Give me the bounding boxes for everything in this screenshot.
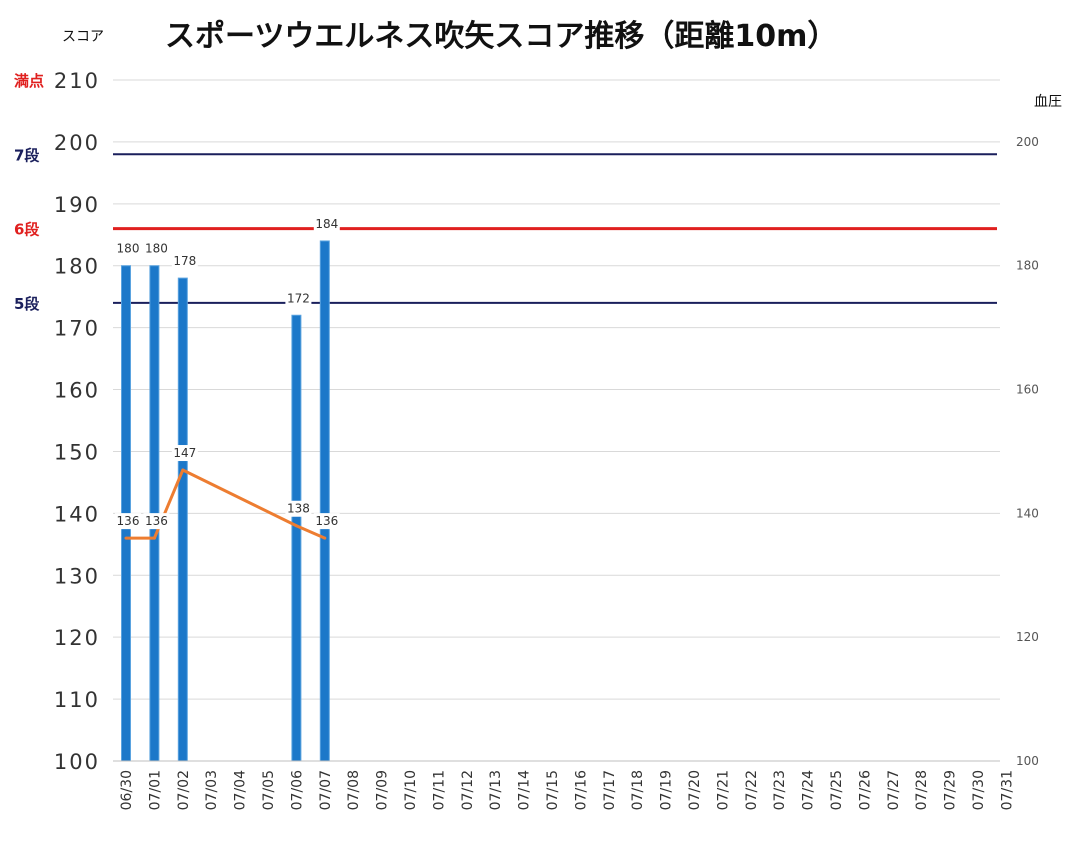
data-label-bg [285, 290, 312, 307]
x-tick-label: 07/21 [715, 770, 731, 810]
x-tick-label: 07/04 [233, 770, 249, 810]
data-label-bg [313, 513, 340, 530]
y-tick-left: 100 [54, 750, 100, 774]
data-label-bg [143, 513, 170, 530]
x-tick-label: 07/07 [318, 770, 334, 810]
x-tick-label: 07/30 [971, 770, 987, 810]
x-tick-label: 07/26 [857, 770, 873, 810]
data-label-bg [143, 240, 170, 257]
bp-point [181, 468, 185, 472]
x-tick-label: 07/05 [261, 770, 277, 810]
x-tick-label: 07/08 [346, 770, 362, 810]
data-label: 178 [173, 254, 196, 268]
bar [319, 240, 330, 762]
y-tick-right: 180 [1016, 259, 1039, 273]
bar [177, 277, 188, 762]
x-tick-label: 07/09 [375, 770, 391, 810]
data-label: 172 [287, 291, 310, 305]
bp-point [152, 536, 156, 540]
x-tick-label: 07/16 [573, 770, 589, 810]
x-tick-label: 07/06 [289, 770, 305, 810]
bp-point [294, 524, 298, 528]
x-tick-label: 07/17 [602, 770, 618, 810]
data-label-bg [115, 513, 141, 530]
data-label-bg [171, 445, 198, 462]
y-tick-left: 190 [54, 193, 100, 217]
data-label: 136 [117, 514, 140, 528]
y-tick-left: 210 [54, 69, 100, 93]
x-tick-label: 07/18 [630, 770, 646, 810]
y-tick-left: 200 [54, 131, 100, 155]
y-axis-left-label: スコア [62, 29, 104, 45]
reference-label: 満点 [14, 72, 44, 90]
x-tick-label: 07/20 [687, 770, 703, 810]
reference-lines: 満点 7段 6段 5段 [14, 72, 997, 313]
x-tick-label: 07/02 [176, 770, 192, 810]
x-tick-label: 07/03 [204, 770, 220, 810]
y-tick-right: 160 [1016, 383, 1039, 397]
bar [291, 314, 302, 762]
x-tick-label: 07/01 [147, 770, 163, 810]
x-tick-label: 07/14 [517, 770, 533, 810]
y-tick-right: 140 [1016, 506, 1039, 520]
data-label: 147 [173, 446, 196, 460]
y-tick-right: 200 [1016, 135, 1039, 149]
y-tick-left: 140 [54, 502, 100, 526]
x-tick-label: 07/19 [659, 770, 675, 810]
y-tick-left: 120 [54, 626, 100, 650]
y-tick-left: 170 [54, 317, 100, 341]
line-series [124, 468, 327, 540]
x-tick-label: 07/27 [886, 770, 902, 810]
y-tick-left: 180 [54, 255, 100, 279]
data-label-bg [171, 253, 198, 270]
y-tick-left: 160 [54, 379, 100, 403]
gridlines [113, 79, 1000, 762]
y-tick-right: 100 [1016, 754, 1039, 768]
data-label: 136 [145, 514, 168, 528]
x-tick-label: 06/30 [119, 770, 135, 810]
x-tick-label: 07/13 [488, 770, 504, 810]
x-tick-label: 07/12 [460, 770, 476, 810]
chart-title: スポーツウエルネス吹矢スコア推移（距離10m） [165, 19, 837, 54]
x-tick-label: 07/29 [943, 770, 959, 810]
y-tick-left: 110 [54, 688, 100, 712]
bp-point [323, 536, 327, 540]
x-tick-label: 07/15 [545, 770, 561, 810]
x-tick-label: 07/11 [431, 770, 447, 810]
y-tick-right: 120 [1016, 630, 1039, 644]
data-labels: 180 180 178 172 184 136 136 147 138 136 [115, 215, 340, 530]
y-tick-left: 150 [54, 440, 100, 464]
x-tick-label: 07/25 [829, 770, 845, 810]
data-label: 136 [315, 514, 338, 528]
bp-point [124, 536, 128, 540]
reference-label: 7段 [14, 146, 39, 164]
x-tick-label: 07/31 [999, 770, 1015, 810]
data-label: 180 [117, 242, 140, 256]
x-tick-label: 07/22 [744, 770, 760, 810]
axes: 100 110 120 130 140 150 160 170 180 190 200 210 100 1… [54, 69, 1039, 810]
x-tick-label: 07/23 [772, 770, 788, 810]
x-tick-label: 07/28 [914, 770, 930, 810]
x-tick-label: 07/24 [801, 770, 817, 810]
reference-label: 6段 [14, 221, 39, 239]
data-label: 180 [145, 242, 168, 256]
y-axis-right-label: 血圧 [1034, 94, 1062, 110]
y-tick-left: 130 [54, 564, 100, 588]
data-label-bg [285, 500, 312, 517]
data-label-bg [313, 215, 340, 232]
reference-label: 5段 [14, 295, 39, 313]
data-label: 184 [315, 217, 338, 231]
data-label: 138 [287, 502, 310, 516]
x-tick-label: 07/10 [403, 770, 419, 810]
data-label-bg [115, 240, 141, 257]
